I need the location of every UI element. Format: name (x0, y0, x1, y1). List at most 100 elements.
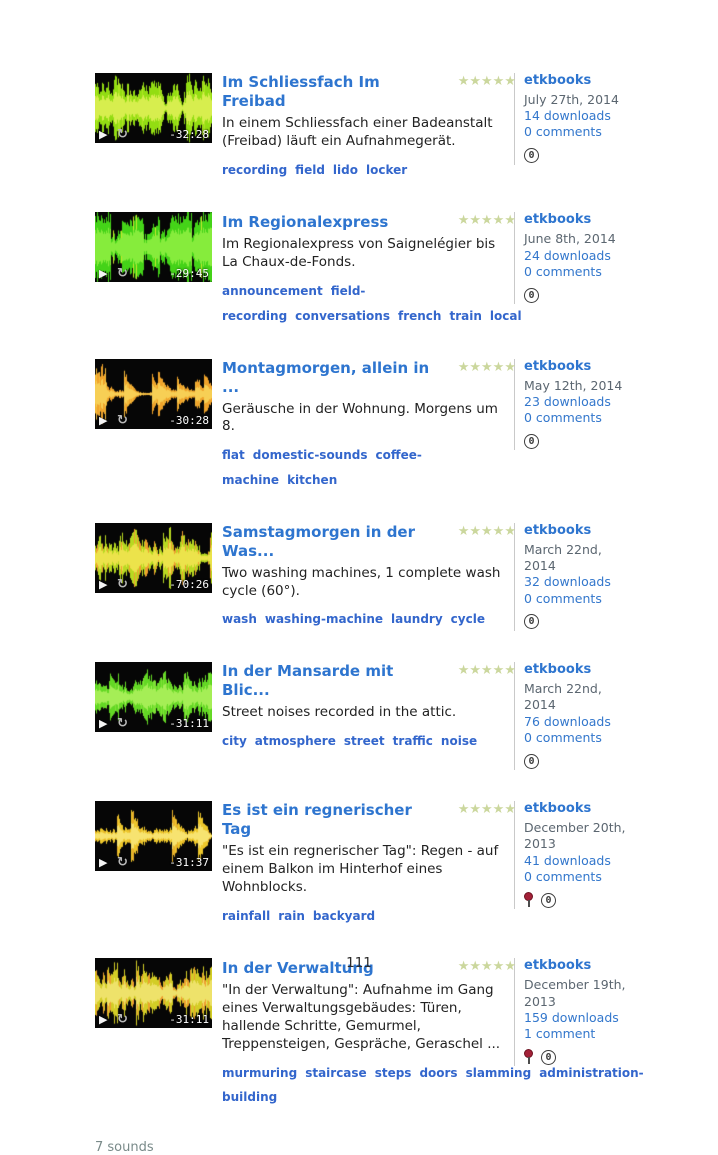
tag-link[interactable]: staircase (305, 1065, 367, 1080)
tag-link[interactable]: murmuring (222, 1065, 298, 1080)
sound-title-link[interactable]: Samstagmorgen in der Was... (222, 522, 416, 560)
comments-link[interactable]: 1 comment (524, 1026, 596, 1042)
cc0-license-icon[interactable]: 0 (541, 1049, 556, 1065)
tag-link[interactable]: traffic (392, 734, 433, 749)
tag-link[interactable]: backyard (312, 908, 376, 923)
play-icon[interactable]: ▶ (99, 267, 108, 281)
tag-list: recording field lido locker (222, 157, 514, 182)
downloads-link[interactable]: 159 downloads (524, 1009, 619, 1025)
comments-link[interactable]: 0 comments (524, 263, 602, 279)
sound-meta: etkbooks June 8th, 2014 24 downloads 0 c… (514, 212, 636, 305)
username-link[interactable]: etkbooks (524, 662, 592, 678)
play-icon[interactable]: ▶ (99, 717, 108, 731)
comments-link[interactable]: 0 comments (524, 124, 602, 140)
loop-icon[interactable]: ↻ (117, 412, 128, 428)
tag-link[interactable]: french (397, 308, 442, 323)
tag-link[interactable]: steps (374, 1065, 412, 1080)
tag-link[interactable]: wash (222, 612, 257, 627)
tag-link[interactable]: washing-machine (264, 612, 384, 627)
loop-icon[interactable]: ↻ (117, 127, 128, 142)
play-icon[interactable]: ▶ (99, 577, 108, 591)
meta-icons: 0 (524, 432, 636, 450)
downloads-link[interactable]: 23 downloads (524, 393, 611, 409)
play-icon[interactable]: ▶ (99, 128, 108, 141)
tag-link[interactable]: cycle (450, 612, 485, 627)
loop-icon[interactable]: ↻ (117, 855, 128, 871)
tag-link[interactable]: noise (440, 734, 478, 749)
username-link[interactable]: etkbooks (524, 958, 592, 974)
geotag-pin-icon[interactable] (524, 892, 534, 908)
username-link[interactable]: etkbooks (524, 801, 592, 817)
waveform-player[interactable]: ▶ ↻ -31:11 (95, 662, 212, 733)
tag-link[interactable]: city (222, 734, 247, 749)
tag-link[interactable]: lido (332, 162, 358, 177)
tag-link[interactable]: locker (365, 162, 408, 177)
tag-link[interactable]: domestic-sounds (252, 448, 368, 463)
cc0-license-icon[interactable]: 0 (524, 433, 539, 449)
tag-link[interactable]: field (295, 162, 325, 177)
sound-title-link[interactable]: Es ist ein regnerischer Tag (222, 801, 412, 839)
username-link[interactable]: etkbooks (524, 522, 592, 538)
downloads-link[interactable]: 32 downloads (524, 574, 611, 590)
tag-link[interactable]: recording (222, 162, 288, 177)
sound-title-link[interactable]: In der Verwaltung (222, 959, 374, 978)
cc0-license-icon[interactable]: 0 (524, 753, 539, 769)
waveform-player[interactable]: ▶ ↻ -31:37 (95, 801, 212, 872)
tag-link[interactable]: laundry (391, 612, 443, 627)
comments-link[interactable]: 0 comments (524, 590, 602, 606)
waveform-image (95, 73, 212, 143)
tag-link[interactable]: doors (419, 1065, 458, 1080)
play-icon[interactable]: ▶ (99, 856, 108, 870)
downloads-link[interactable]: 76 downloads (524, 713, 611, 729)
cc0-license-icon[interactable]: 0 (524, 148, 539, 164)
cc0-license-icon[interactable]: 0 (524, 287, 539, 303)
sound-title-link[interactable]: Im Schliessfach Im Freibad (222, 73, 380, 110)
comments-link[interactable]: 0 comments (524, 868, 602, 884)
tag-link[interactable]: conversations (295, 308, 390, 323)
comments-link[interactable]: 0 comments (524, 729, 602, 745)
rating-stars[interactable]: ★★★★★ (457, 359, 516, 375)
rating-stars[interactable]: ★★★★★ (457, 523, 516, 539)
waveform-player[interactable]: ▶ ↻ -32:28 (95, 73, 212, 143)
waveform-player[interactable]: ▶ ↻ -70:26 (95, 522, 212, 593)
tag-link[interactable]: field-recording (222, 284, 366, 323)
loop-icon[interactable]: ↻ (117, 716, 128, 732)
downloads-link[interactable]: 14 downloads (524, 108, 611, 124)
rating-stars[interactable]: ★★★★★ (457, 74, 516, 89)
rating-stars[interactable]: ★★★★★ (457, 959, 516, 975)
tag-link[interactable]: rain (278, 908, 305, 923)
comments-link[interactable]: 0 comments (524, 410, 602, 426)
downloads-link[interactable]: 24 downloads (524, 247, 611, 263)
loop-icon[interactable]: ↻ (117, 576, 128, 592)
sound-title-link[interactable]: Im Regionalexpress (222, 213, 389, 232)
rating-stars[interactable]: ★★★★★ (457, 802, 516, 818)
rating-stars[interactable]: ★★★★★ (457, 663, 516, 679)
tag-link[interactable]: flat (222, 448, 245, 463)
geotag-pin-icon[interactable] (524, 1049, 534, 1065)
tag-link[interactable]: rainfall (222, 908, 271, 923)
tag-link[interactable]: train (449, 308, 482, 323)
tag-link[interactable]: coffee-machine (222, 448, 422, 488)
waveform-player[interactable]: ▶ ↻ -30:28 (95, 358, 212, 429)
rating-stars[interactable]: ★★★★★ (457, 213, 516, 229)
cc0-license-icon[interactable]: 0 (541, 892, 556, 908)
cc0-license-icon[interactable]: 0 (524, 614, 539, 630)
downloads-link[interactable]: 41 downloads (524, 852, 611, 868)
sound-title-link[interactable]: In der Mansarde mit Blic... (222, 662, 394, 700)
tag-link[interactable]: announcement (222, 284, 323, 299)
tag-link[interactable]: street (343, 734, 385, 749)
loop-icon[interactable]: ↻ (117, 266, 128, 282)
waveform-player[interactable]: ▶ ↻ -29:45 (95, 212, 212, 283)
sound-title-link[interactable]: Montagmorgen, allein in ... (222, 358, 430, 396)
loop-icon[interactable]: ↻ (117, 1012, 128, 1028)
play-icon[interactable]: ▶ (99, 413, 108, 427)
play-icon[interactable]: ▶ (99, 1013, 108, 1027)
waveform-player[interactable]: ▶ ↻ -31:11 (95, 958, 212, 1029)
tag-link[interactable]: kitchen (287, 473, 338, 488)
tag-link[interactable]: atmosphere (254, 734, 336, 749)
tag-link[interactable]: slamming (465, 1065, 532, 1080)
username-link[interactable]: etkbooks (524, 212, 592, 228)
username-link[interactable]: etkbooks (524, 358, 592, 374)
username-link[interactable]: etkbooks (524, 73, 592, 88)
tag-link[interactable]: local (489, 308, 522, 323)
